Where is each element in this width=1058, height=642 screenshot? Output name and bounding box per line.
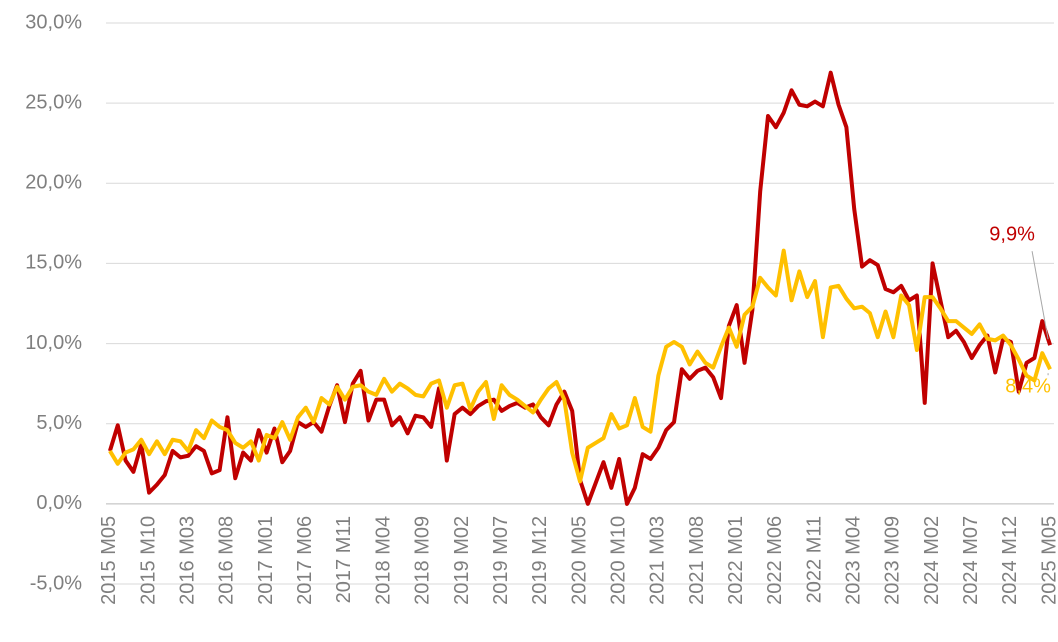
- x-tick-label: 2023 M04: [842, 516, 864, 605]
- data-label: 8,4%: [1005, 375, 1051, 397]
- x-tick-label: 2015 M10: [137, 516, 159, 605]
- y-tick-label: 30,0%: [25, 11, 82, 33]
- x-tick-label: 2018 M04: [372, 516, 394, 605]
- x-tick-label: 2015 M05: [98, 516, 120, 605]
- x-tick-label: 2024 M07: [960, 516, 982, 605]
- leader-line: [1031, 251, 1049, 340]
- y-tick-label: 15,0%: [25, 252, 82, 274]
- line-series: [108, 70, 1052, 506]
- x-tick-label: 2017 M06: [294, 516, 316, 605]
- x-tick-label: 2016 M03: [177, 516, 199, 605]
- x-tick-label: 2018 M09: [412, 516, 434, 605]
- x-tick-label: 2025 M05: [1038, 516, 1058, 605]
- x-tick-label: 2022 M06: [764, 516, 786, 605]
- line-series: [108, 248, 1052, 484]
- x-tick-label: 2020 M05: [568, 516, 590, 605]
- x-tick-label: 2022 M01: [725, 516, 747, 605]
- x-tick-label: 2024 M12: [999, 516, 1021, 605]
- x-tick-label: 2021 M08: [686, 516, 708, 605]
- data-label: 9,9%: [989, 223, 1035, 245]
- x-tick-label: 2019 M02: [451, 516, 473, 605]
- x-tick-label: 2024 M02: [921, 516, 943, 605]
- y-tick-label: 0,0%: [36, 492, 82, 514]
- x-tick-label: 2017 M11: [333, 516, 355, 603]
- x-tick-label: 2017 M01: [255, 516, 277, 605]
- y-tick-label: 25,0%: [25, 91, 82, 113]
- y-tick-label: 20,0%: [25, 172, 82, 194]
- x-tick-label: 2021 M03: [647, 516, 669, 605]
- x-tick-label: 2019 M12: [529, 516, 551, 605]
- x-tick-label: 2022 M11: [803, 516, 825, 603]
- x-tick-label: 2020 M10: [607, 516, 629, 605]
- x-tick-label: 2016 M08: [216, 516, 238, 605]
- y-tick-label: 5,0%: [36, 412, 82, 434]
- y-tick-label: 10,0%: [25, 332, 82, 354]
- y-tick-label: -5,0%: [30, 572, 82, 594]
- x-tick-label: 2019 M07: [490, 516, 512, 605]
- x-tick-label: 2023 M09: [882, 516, 904, 605]
